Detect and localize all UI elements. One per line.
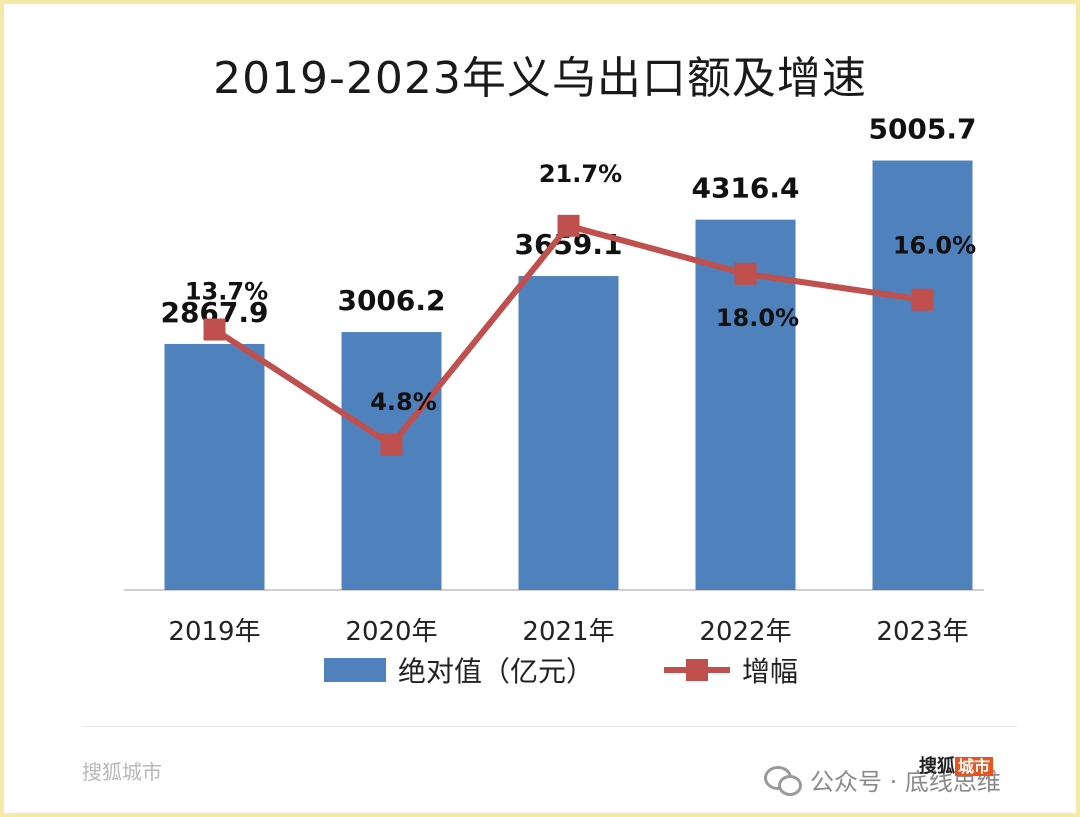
x-tick-label: 2021年 [522,617,614,647]
growth-value-label: 16.0% [893,232,976,260]
watermark-left: 搜狐城市 [82,760,162,784]
growth-marker [911,288,934,311]
x-tick-label: 2019年 [168,617,260,647]
chart-frame: 2019-2023年义乌出口额及增速 2867.9 3006.2 3659.1 431… [4,4,1076,813]
legend-bar-label: 绝对值（亿元） [398,655,594,688]
x-tick-label: 2022年 [699,617,791,647]
watermark-brand: 搜狐 城市 [919,752,994,778]
growth-marker [380,433,403,456]
wechat-icon [764,765,802,796]
bar-2020年 [341,332,442,590]
growth-marker [203,318,226,341]
watermark-right: 公众号 · 底线思维 搜狐 城市 [764,756,1001,797]
bar-2019年 [164,343,265,590]
growth-value-label: 21.7% [539,160,622,188]
divider [82,726,1017,727]
watermark-brand-tag: 城市 [955,757,994,776]
bar-2023年 [872,160,973,591]
watermark-brand-text: 搜狐 [919,756,955,777]
x-tick-label: 2020年 [345,617,437,647]
x-tick-label: 2023年 [876,617,968,647]
growth-marker [557,214,580,237]
growth-value-label: 18.0% [716,304,799,332]
legend-line-marker [686,659,708,681]
chart-title: 2019-2023年义乌出口额及增速 [213,53,867,104]
bar-2021年 [518,276,619,590]
growth-value-label: 13.7% [185,277,268,305]
growth-value-label: 4.8% [370,388,437,416]
bar-value-label: 3006.2 [337,284,445,317]
bar-value-label: 4316.4 [691,172,799,205]
legend-bar-swatch [324,658,386,682]
growth-marker [734,262,757,285]
legend-line-label: 增幅 [742,655,798,688]
bar-value-label: 5005.7 [868,113,976,146]
